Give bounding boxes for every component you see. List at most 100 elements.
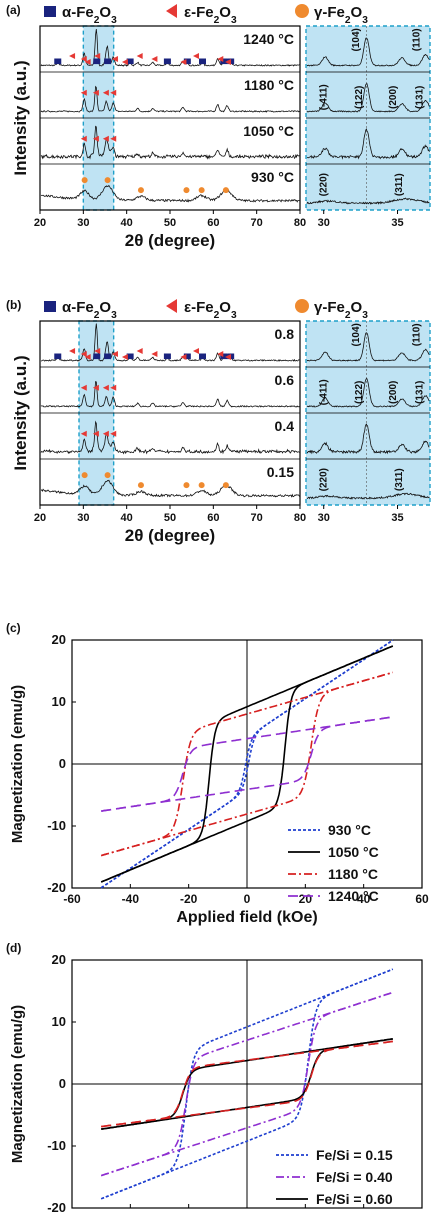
epsilon-marker [92, 384, 99, 391]
trace-label: 0.8 [275, 326, 295, 342]
gamma-marker [222, 482, 229, 489]
mh-branch-descending [100, 645, 394, 883]
epsilon-marker [84, 59, 91, 65]
legend-epsilon-marker [166, 4, 177, 18]
alpha-marker [199, 58, 206, 65]
legend-label: Fe/Si = 0.60 [316, 1191, 393, 1207]
epsilon-marker [225, 354, 232, 360]
x-axis-label: Applied field (kOe) [176, 909, 317, 926]
mh-panel-c: (c) -60 -40 -20 0 20 40 60 -20 -10 0 10 20 Applied fi… [6, 621, 429, 926]
peak-label: (311) [394, 173, 405, 196]
x-tick-label: 30 [77, 512, 89, 524]
xrd-trace [40, 479, 301, 498]
epsilon-marker [121, 59, 128, 65]
x-tick-label: 40 [357, 892, 371, 906]
x-tick-label: 50 [164, 217, 176, 229]
legend-label: ε-Fe2O3 [184, 4, 237, 26]
peak-label: (220) [319, 468, 330, 491]
alpha-marker [54, 353, 62, 360]
x-tick-label: 60 [207, 512, 219, 524]
alpha-marker [54, 58, 62, 65]
trace-label: 0.15 [267, 464, 294, 480]
xrd-trace [40, 125, 301, 160]
zoom-x-tick-label: 30 [318, 512, 330, 524]
x-tick-label: 80 [294, 512, 306, 524]
x-axis-label: 2θ (degree) [125, 526, 215, 545]
legend-gamma-marker [295, 4, 309, 18]
epsilon-marker [136, 53, 143, 59]
y-tick-label: 10 [52, 694, 66, 709]
x-tick-label: 20 [34, 217, 46, 229]
peak-label: (122) [354, 381, 365, 404]
peak-label: (-411) [319, 379, 330, 405]
epsilon-marker [136, 348, 143, 354]
epsilon-marker [80, 430, 87, 437]
x-tick-label: 50 [164, 512, 176, 524]
mh-branch-descending [100, 639, 394, 889]
gamma-marker [198, 187, 205, 194]
y-axis-label: Magnetization (emu/g) [9, 685, 26, 843]
x-tick-label: -60 [63, 892, 81, 906]
y-tick-label: -20 [47, 1200, 66, 1213]
epsilon-marker [80, 384, 87, 391]
x-tick-label: 0 [244, 892, 251, 906]
y-axis-label: Magnetization (emu/g) [9, 1005, 26, 1163]
alpha-marker [163, 58, 171, 65]
epsilon-marker [193, 53, 199, 59]
epsilon-marker [111, 56, 118, 62]
zoom-trace [306, 492, 430, 500]
y-tick-label: -10 [47, 1138, 66, 1153]
xrd-trace [40, 184, 301, 203]
epsilon-marker [102, 384, 109, 391]
panel-letter: (a) [6, 3, 21, 17]
alpha-marker [126, 58, 134, 65]
gamma-marker [183, 187, 190, 194]
epsilon-marker [92, 135, 99, 142]
x-axis-label: 2θ (degree) [125, 231, 215, 250]
y-tick-label: 20 [52, 952, 66, 967]
legend-label: 1050 °C [328, 844, 379, 860]
alpha-marker [163, 353, 171, 360]
legend-label: 1180 °C [328, 866, 378, 882]
peak-label: (311) [394, 468, 405, 491]
legend-label: α-Fe2O3 [62, 299, 117, 321]
x-tick-label: 80 [294, 217, 306, 229]
y-tick-label: -20 [47, 880, 66, 895]
y-tick-label: 0 [59, 756, 66, 771]
epsilon-marker [102, 430, 109, 437]
alpha-marker [93, 58, 101, 65]
trace-label: 1180 °C [244, 77, 294, 93]
x-tick-label: 40 [121, 512, 133, 524]
epsilon-marker [110, 384, 117, 391]
gamma-marker [81, 472, 88, 479]
epsilon-marker [94, 348, 101, 354]
gamma-marker [198, 482, 205, 489]
epsilon-marker [80, 56, 87, 62]
x-tick-label: 40 [121, 217, 133, 229]
xrd-panel-a: (a) α-Fe2O3 ε-Fe2O3 γ-Fe2O3 1240 °C 1180 °C 10… [6, 3, 431, 250]
gamma-marker [222, 187, 229, 194]
x-tick-label: 70 [251, 512, 263, 524]
trace-label: 930 °C [251, 169, 294, 185]
epsilon-marker [111, 351, 118, 357]
legend-label: 930 °C [328, 822, 371, 838]
gamma-marker [137, 482, 144, 489]
alpha-marker [199, 353, 206, 360]
x-tick-label: 70 [251, 217, 263, 229]
legend-label: Fe/Si = 0.40 [316, 1169, 393, 1185]
peak-label: (110) [412, 323, 423, 346]
zoom-trace [306, 377, 430, 408]
epsilon-marker [121, 354, 128, 360]
zoom-trace [306, 197, 430, 205]
mh-branch-descending [101, 1038, 393, 1130]
gamma-marker [104, 177, 111, 184]
alpha-marker [93, 353, 101, 360]
trace-label: 1050 °C [243, 123, 294, 139]
gamma-marker [104, 472, 111, 479]
y-tick-label: -10 [47, 818, 66, 833]
legend-alpha-marker [44, 6, 56, 17]
x-tick-label: 60 [207, 217, 219, 229]
legend-alpha-marker [44, 301, 56, 312]
alpha-marker [220, 58, 228, 65]
epsilon-marker [217, 351, 224, 357]
